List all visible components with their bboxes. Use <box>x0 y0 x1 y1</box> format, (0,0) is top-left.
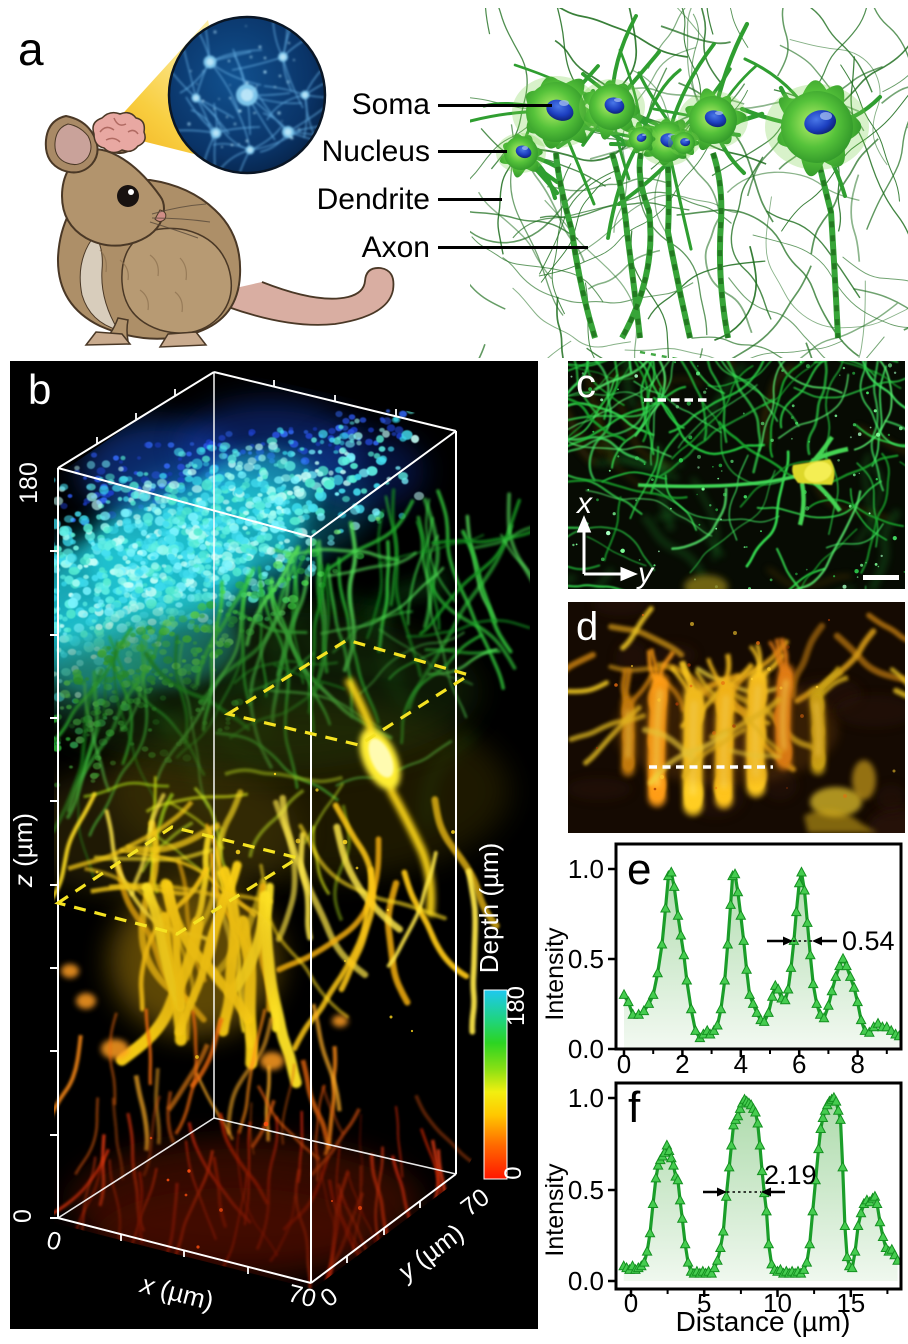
svg-text:0.0: 0.0 <box>568 1034 604 1064</box>
svg-text:0: 0 <box>624 1288 638 1318</box>
svg-text:180: 180 <box>503 986 530 1026</box>
svg-text:8: 8 <box>850 1049 864 1079</box>
svg-text:z (µm): z (µm) <box>10 813 38 888</box>
svg-text:0.5: 0.5 <box>568 944 604 974</box>
svg-text:10: 10 <box>763 1288 792 1318</box>
svg-text:f: f <box>628 1083 641 1132</box>
svg-text:1.0: 1.0 <box>568 854 604 884</box>
svg-text:0.0: 0.0 <box>568 1266 604 1296</box>
svg-text:d: d <box>576 605 598 649</box>
svg-text:2.19: 2.19 <box>764 1160 817 1190</box>
svg-text:0.54: 0.54 <box>842 926 895 956</box>
svg-text:0.5: 0.5 <box>568 1175 604 1205</box>
svg-text:x: x <box>575 487 593 520</box>
svg-text:b: b <box>28 366 51 413</box>
svg-text:c: c <box>576 362 596 406</box>
svg-text:0: 0 <box>44 1226 64 1257</box>
svg-text:e: e <box>627 845 651 894</box>
svg-text:15: 15 <box>836 1288 865 1318</box>
svg-text:Distance (µm): Distance (µm) <box>676 1306 851 1337</box>
svg-text:Intensity: Intensity <box>541 927 569 1021</box>
svg-text:2: 2 <box>675 1049 689 1079</box>
svg-text:70: 70 <box>285 1279 319 1313</box>
svg-text:4: 4 <box>734 1049 748 1079</box>
svg-text:5: 5 <box>697 1288 711 1318</box>
svg-text:180: 180 <box>15 462 43 504</box>
svg-text:y: y <box>636 557 655 589</box>
svg-text:0: 0 <box>10 1209 37 1223</box>
svg-text:Intensity: Intensity <box>541 1163 569 1257</box>
svg-text:0: 0 <box>617 1049 631 1079</box>
svg-text:0: 0 <box>500 1166 527 1179</box>
svg-text:1.0: 1.0 <box>568 1083 604 1113</box>
svg-text:6: 6 <box>792 1049 806 1079</box>
svg-text:Depth (µm): Depth (µm) <box>474 843 504 974</box>
